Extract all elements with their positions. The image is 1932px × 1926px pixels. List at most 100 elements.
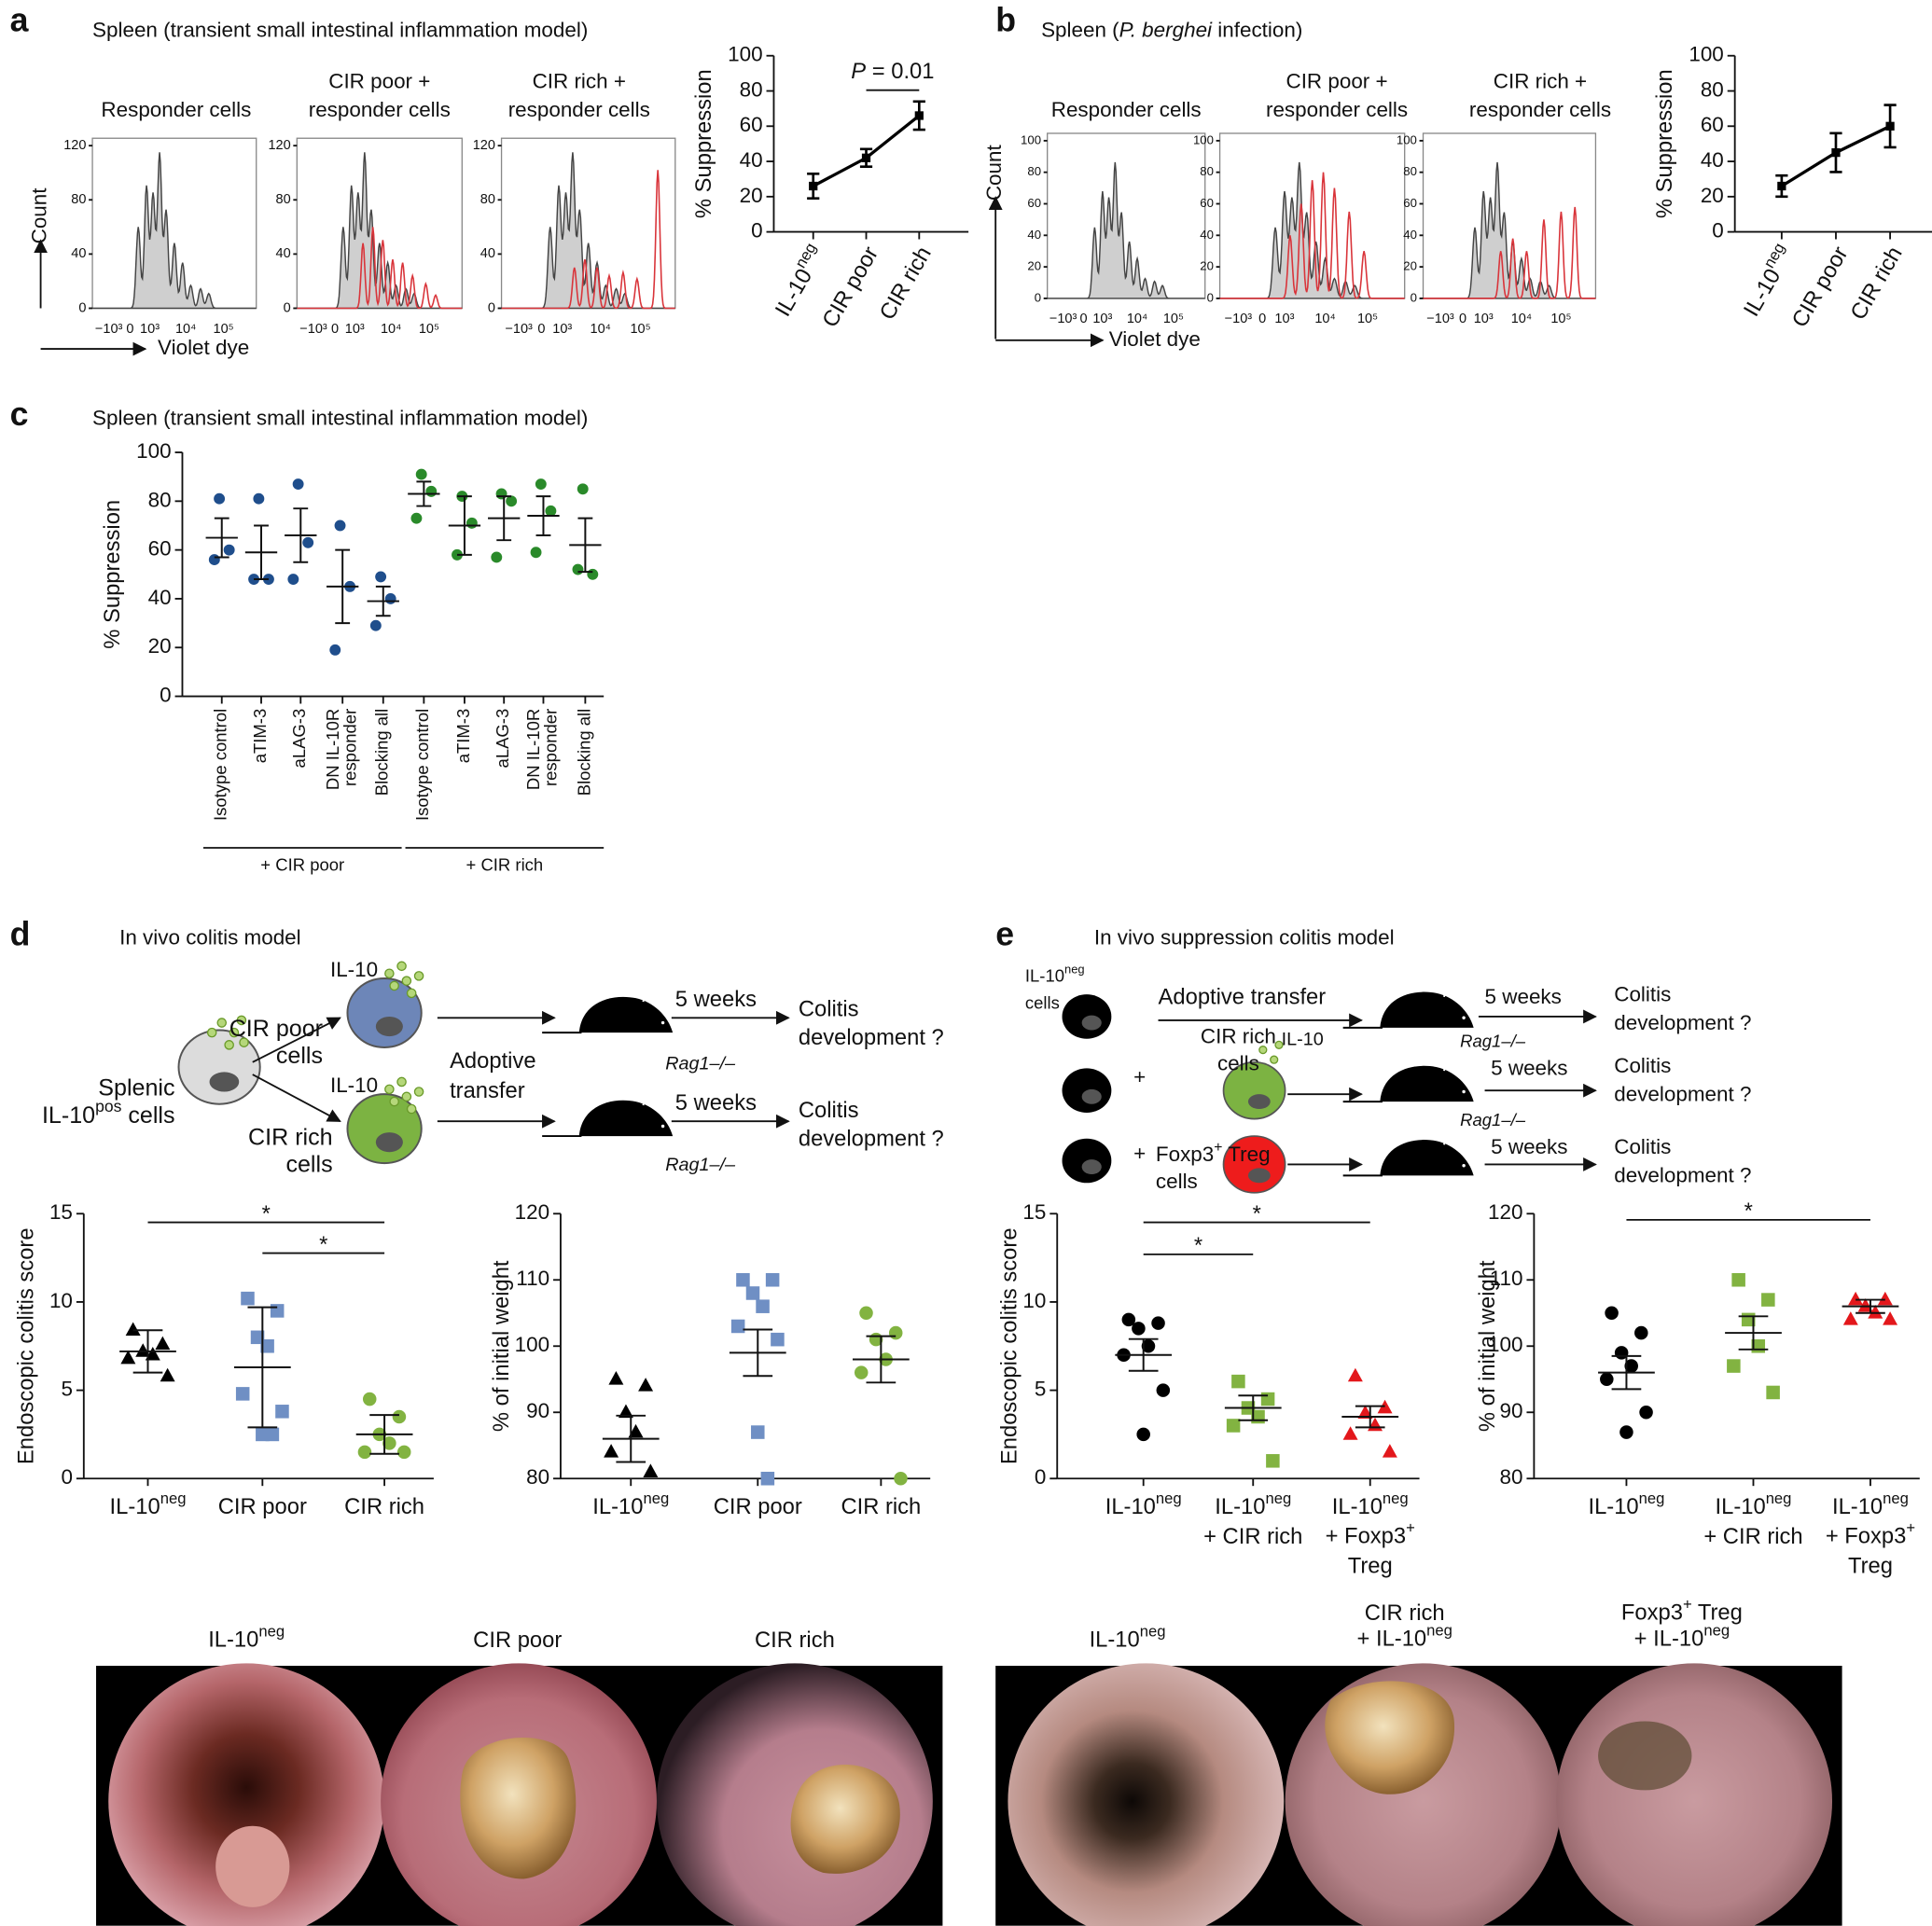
significance-label: *: [1194, 1233, 1202, 1258]
point: [859, 1306, 873, 1321]
superscript: neg: [1426, 1621, 1452, 1639]
point: [572, 563, 584, 575]
x-tick-label: 10⁵: [1550, 312, 1571, 326]
point: [587, 568, 599, 580]
text-run: IL-10: [42, 1102, 95, 1129]
superscript: neg: [1265, 1490, 1291, 1507]
point: [214, 492, 226, 505]
x-tick-label: 10⁴: [1127, 312, 1147, 326]
y-tick-label: 80: [1200, 164, 1214, 178]
point: [1639, 1405, 1653, 1420]
text-run: cells: [121, 1102, 174, 1129]
text-run: IL-10: [1025, 966, 1064, 986]
point: [1347, 1367, 1363, 1382]
y-tick-label: 60: [1200, 196, 1214, 210]
y-axis-label: % of initial weight: [489, 1260, 514, 1432]
x-tick-label: 10⁴: [1314, 312, 1335, 326]
point: [751, 1425, 765, 1439]
cell-label: IL-10pos cells: [42, 1097, 175, 1129]
y-tick-label: 0: [1207, 290, 1214, 304]
x-tick-label: 10⁴: [381, 322, 401, 337]
point: [410, 512, 423, 524]
x-tick-label: IL-10neg: [110, 1490, 187, 1519]
point: [1624, 1359, 1638, 1373]
superscript: neg: [1383, 1490, 1409, 1507]
point: [265, 1427, 280, 1442]
error-bar: [866, 1335, 897, 1384]
y-tick-label: 100: [515, 1333, 549, 1356]
y-tick-label: 20: [1701, 184, 1724, 207]
y-tick-label: 90: [526, 1399, 549, 1422]
y-tick-label: 110: [516, 1267, 549, 1290]
y-tick-label: 20: [740, 184, 763, 207]
y-axis-label: % Suppression: [691, 69, 716, 218]
error-bar: [743, 1328, 773, 1378]
duration: 5 weeks: [675, 987, 757, 1012]
point: [1132, 1322, 1146, 1336]
y-tick-label: 0: [751, 219, 762, 242]
text-run: Treg: [1692, 1600, 1743, 1626]
x-tick-label: IL-10neg: [1215, 1490, 1291, 1519]
x-tick-label: 10³: [552, 322, 572, 337]
x-tick-label: 10³: [1274, 312, 1294, 326]
histogram-title: CIR rich +: [533, 70, 626, 93]
cytokine-label: IL-10: [330, 1074, 378, 1097]
text-run: IL-10: [1332, 1494, 1383, 1519]
y-tick-label: 40: [1701, 148, 1724, 172]
nucleus: [375, 1016, 403, 1037]
point: [466, 517, 478, 529]
superscript: neg: [1883, 1490, 1909, 1507]
cell-label: cells: [1156, 1170, 1198, 1193]
point: [1151, 1316, 1165, 1330]
x-tick-label: DN IL-10R: [523, 709, 543, 790]
text-run: P: [851, 60, 866, 85]
y-tick-label: 60: [1403, 196, 1417, 210]
x-tick-label: 0: [537, 322, 545, 337]
mouse: [541, 991, 674, 1034]
x-tick-label: aTIM-3: [453, 709, 473, 764]
point: [160, 1367, 175, 1382]
y-tick-label: 0: [1411, 290, 1417, 304]
x-tick-label: 0: [126, 322, 133, 337]
duration: 5 weeks: [1485, 985, 1562, 1008]
error-bar: [335, 548, 351, 625]
y-tick-label: 120: [515, 1200, 549, 1224]
histogram-title: Responder cells: [101, 98, 251, 121]
y-tick-label: 80: [740, 77, 763, 101]
point: [771, 1332, 785, 1347]
point: [1777, 181, 1786, 191]
histogram-title: Responder cells: [1051, 98, 1202, 121]
y-tick-label: 80: [1403, 164, 1417, 178]
x-tick-label: responder: [541, 709, 561, 786]
nucleus: [1247, 1168, 1271, 1184]
point: [235, 1387, 250, 1401]
x-tick-label: responder: [340, 709, 359, 786]
text-run: IL-10: [592, 1494, 643, 1519]
text-run: IL-10: [771, 265, 817, 321]
mouse: [1341, 1060, 1475, 1103]
point: [1766, 1385, 1780, 1400]
point: [302, 536, 314, 548]
x-tick-label: + Foxp3+: [1826, 1519, 1915, 1549]
plus: +: [1133, 1065, 1146, 1088]
point: [861, 153, 871, 162]
outcome: development ?: [799, 1025, 944, 1050]
x-tick-label: 10⁴: [1511, 312, 1532, 326]
host-label: Rag1–/–: [665, 1054, 736, 1074]
point: [375, 571, 387, 583]
photo-label: CIR rich: [1365, 1600, 1445, 1626]
point: [914, 111, 924, 120]
y-tick-label: 20: [1200, 259, 1214, 273]
cell: [1222, 1060, 1286, 1120]
point: [545, 505, 557, 517]
group-label: + CIR rich: [466, 855, 544, 875]
point: [535, 478, 547, 490]
cell-label: cells: [1025, 993, 1060, 1013]
point: [854, 1365, 869, 1379]
panel-label: b: [995, 1, 1016, 38]
x-tick-label: Isotype control: [412, 709, 432, 821]
point: [756, 1299, 770, 1313]
y-tick-label: 15: [1022, 1200, 1046, 1224]
point: [1605, 1306, 1619, 1321]
